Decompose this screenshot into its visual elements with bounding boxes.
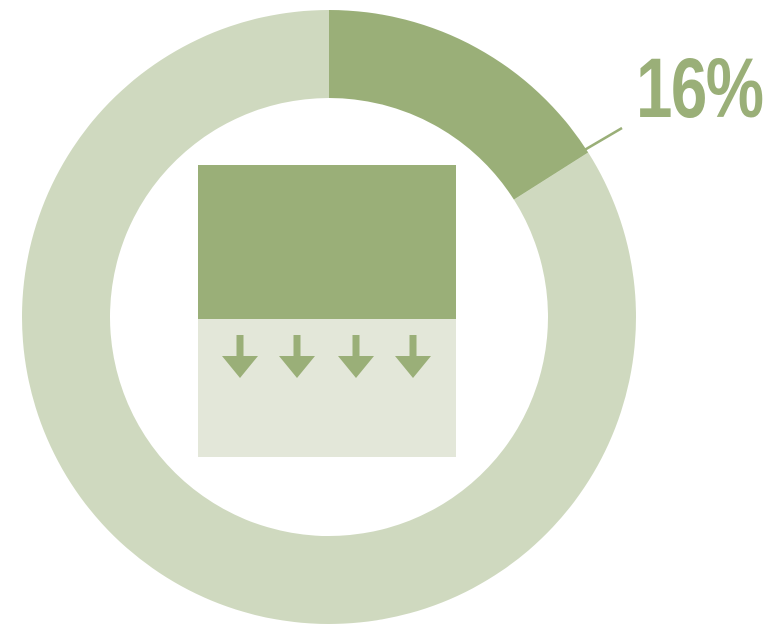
down-arrow-icon [395, 335, 431, 378]
donut-segment-highlight [329, 10, 589, 200]
label-leader-line [563, 126, 623, 163]
icon-upper-block [198, 165, 456, 319]
percentage-label: 16% [636, 41, 764, 135]
drain-down-icon [198, 165, 456, 457]
down-arrow-icon [338, 335, 374, 378]
down-arrow-icon [222, 335, 258, 378]
donut-ring [22, 10, 637, 624]
down-arrow-icon [279, 335, 315, 378]
